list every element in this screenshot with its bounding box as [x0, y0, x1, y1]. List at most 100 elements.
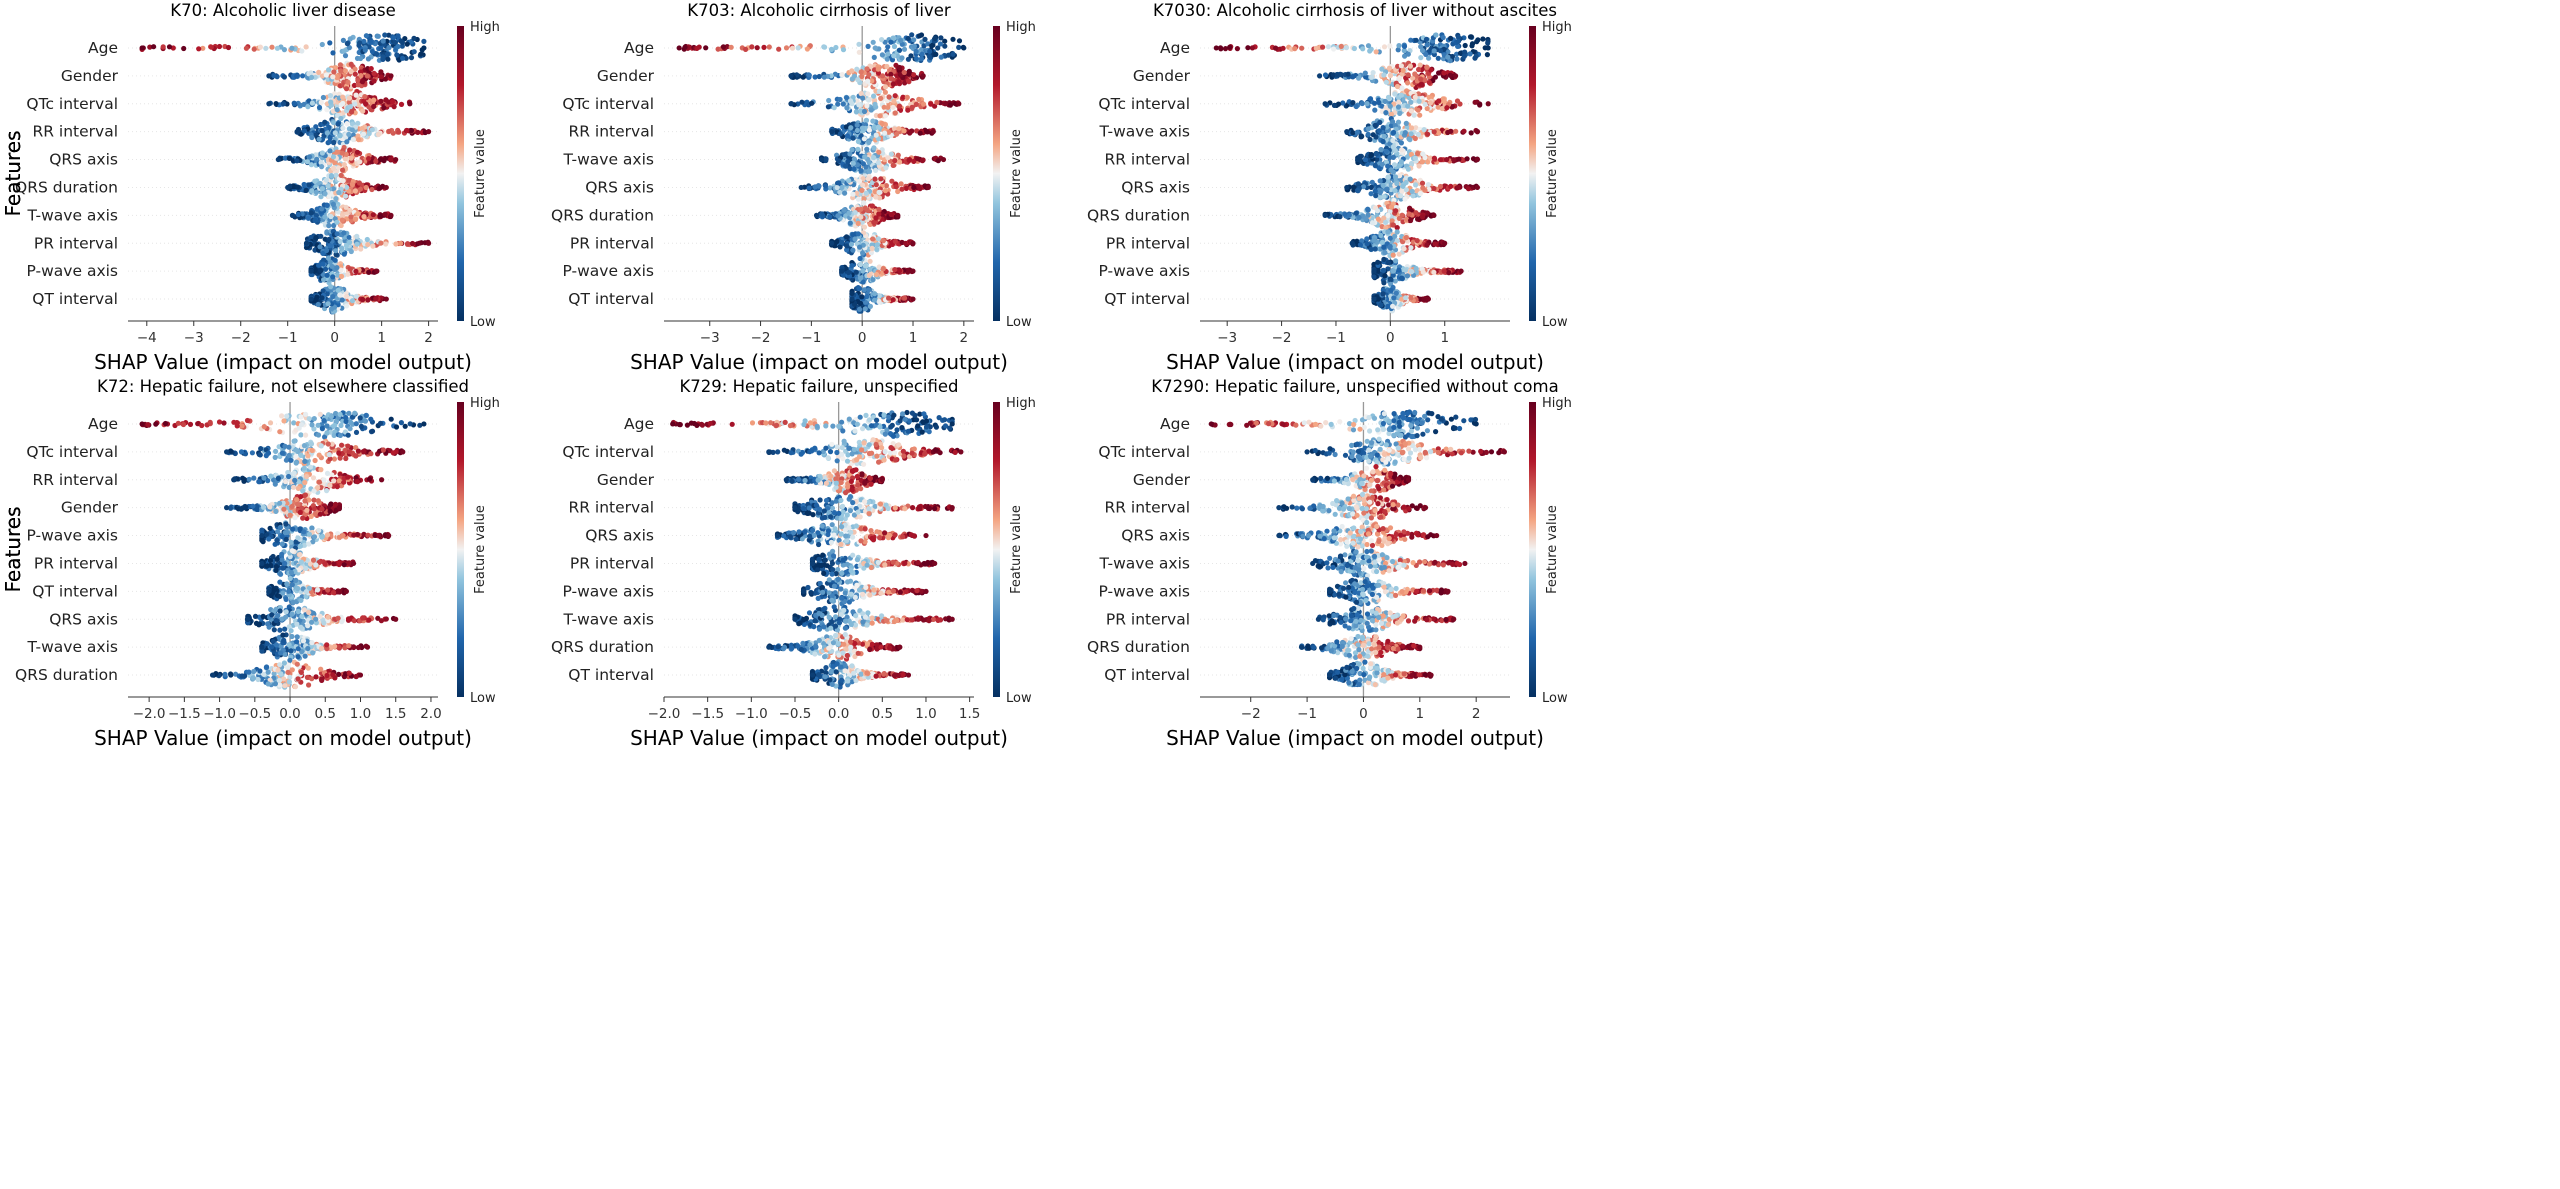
beeswarm-row — [788, 62, 926, 91]
shap-point — [404, 41, 410, 47]
shap-point — [421, 38, 427, 45]
shap-point — [307, 154, 313, 160]
shap-point — [335, 165, 341, 171]
shap-point — [309, 134, 315, 141]
shap-point — [290, 158, 296, 164]
shap-point — [1380, 125, 1386, 131]
shap-point — [854, 122, 860, 128]
shap-point — [1392, 91, 1398, 97]
shap-point — [947, 102, 954, 108]
shap-point — [919, 158, 926, 164]
shap-point — [1477, 102, 1483, 108]
feature-label: QRS duration — [1087, 206, 1190, 224]
shap-point — [338, 267, 344, 273]
shap-point — [1371, 274, 1377, 280]
shap-point — [892, 93, 898, 99]
shap-point — [837, 131, 844, 137]
shap-point — [381, 105, 387, 111]
shap-point — [344, 293, 350, 299]
shap-point — [1440, 34, 1446, 41]
shap-point — [1415, 216, 1421, 222]
shap-point — [281, 74, 287, 80]
beeswarm-row — [1322, 88, 1491, 118]
shap-point — [349, 181, 355, 187]
shap-point — [331, 120, 337, 126]
shap-point — [319, 186, 325, 192]
shap-point — [312, 178, 318, 184]
shap-point — [863, 190, 869, 196]
feature-label: RR interval — [32, 123, 118, 141]
shap-point — [344, 139, 350, 145]
shap-point — [353, 268, 359, 274]
shap-point — [728, 44, 734, 50]
shap-point — [1415, 131, 1421, 137]
shap-point — [913, 101, 919, 107]
shap-point — [383, 296, 389, 302]
x-tick-label: −4 — [137, 330, 157, 346]
shap-point — [1416, 163, 1422, 169]
shap-point — [319, 295, 325, 301]
shap-point — [349, 298, 356, 304]
shap-point — [1378, 147, 1384, 153]
shap-point — [1464, 156, 1470, 162]
x-tick-label: 1 — [909, 330, 918, 346]
shap-point — [332, 304, 338, 310]
shap-point — [319, 206, 325, 212]
shap-point — [1369, 220, 1375, 226]
shap-point — [882, 84, 889, 90]
shap-point — [1468, 130, 1474, 136]
shap-point — [858, 214, 864, 220]
shap-point — [340, 100, 346, 106]
shap-point — [890, 35, 896, 41]
shap-point — [832, 71, 838, 77]
shap-point — [338, 222, 344, 229]
shap-point — [216, 43, 223, 50]
shap-point — [334, 265, 340, 271]
shap-point — [920, 73, 926, 79]
shap-point — [403, 55, 409, 61]
shap-point — [338, 68, 344, 74]
shap-point — [888, 71, 894, 77]
shap-point — [1407, 63, 1413, 69]
shap-point — [395, 43, 401, 50]
shap-point — [326, 193, 332, 199]
shap-point — [866, 272, 872, 278]
shap-point — [860, 161, 867, 167]
shap-point — [271, 73, 277, 79]
colorbar-title: Feature value — [1009, 129, 1024, 218]
shap-point — [318, 160, 324, 166]
shap-point — [1405, 80, 1411, 86]
beeswarm-row — [849, 285, 916, 314]
shap-point — [846, 178, 852, 184]
shap-point — [902, 295, 908, 301]
shap-point — [1391, 129, 1397, 136]
x-tick-label: −1 — [801, 330, 821, 346]
shap-point — [1454, 56, 1460, 62]
shap-point — [776, 46, 782, 52]
shap-point — [208, 44, 214, 50]
shap-point — [839, 268, 845, 274]
shap-point — [888, 211, 894, 218]
shap-point — [720, 44, 727, 50]
shap-point — [1393, 208, 1399, 214]
shap-point — [676, 45, 682, 51]
shap-point — [314, 156, 320, 162]
shap-point — [368, 66, 374, 72]
shap-point — [890, 297, 896, 303]
shap-point — [1394, 83, 1401, 90]
shap-point — [1485, 101, 1491, 107]
shap-point — [1408, 108, 1414, 114]
shap-point — [1397, 110, 1403, 116]
shap-point — [895, 212, 901, 218]
shap-point — [798, 184, 804, 191]
shap-point — [402, 36, 408, 42]
shap-point — [1322, 212, 1328, 218]
shap-point — [1343, 45, 1350, 51]
shap-point — [363, 184, 369, 191]
shap-point — [849, 147, 855, 153]
shap-point — [1447, 72, 1453, 78]
shap-point — [325, 183, 331, 189]
shap-point — [1431, 48, 1437, 54]
shap-point — [1376, 99, 1382, 106]
shap-point — [1383, 219, 1389, 225]
